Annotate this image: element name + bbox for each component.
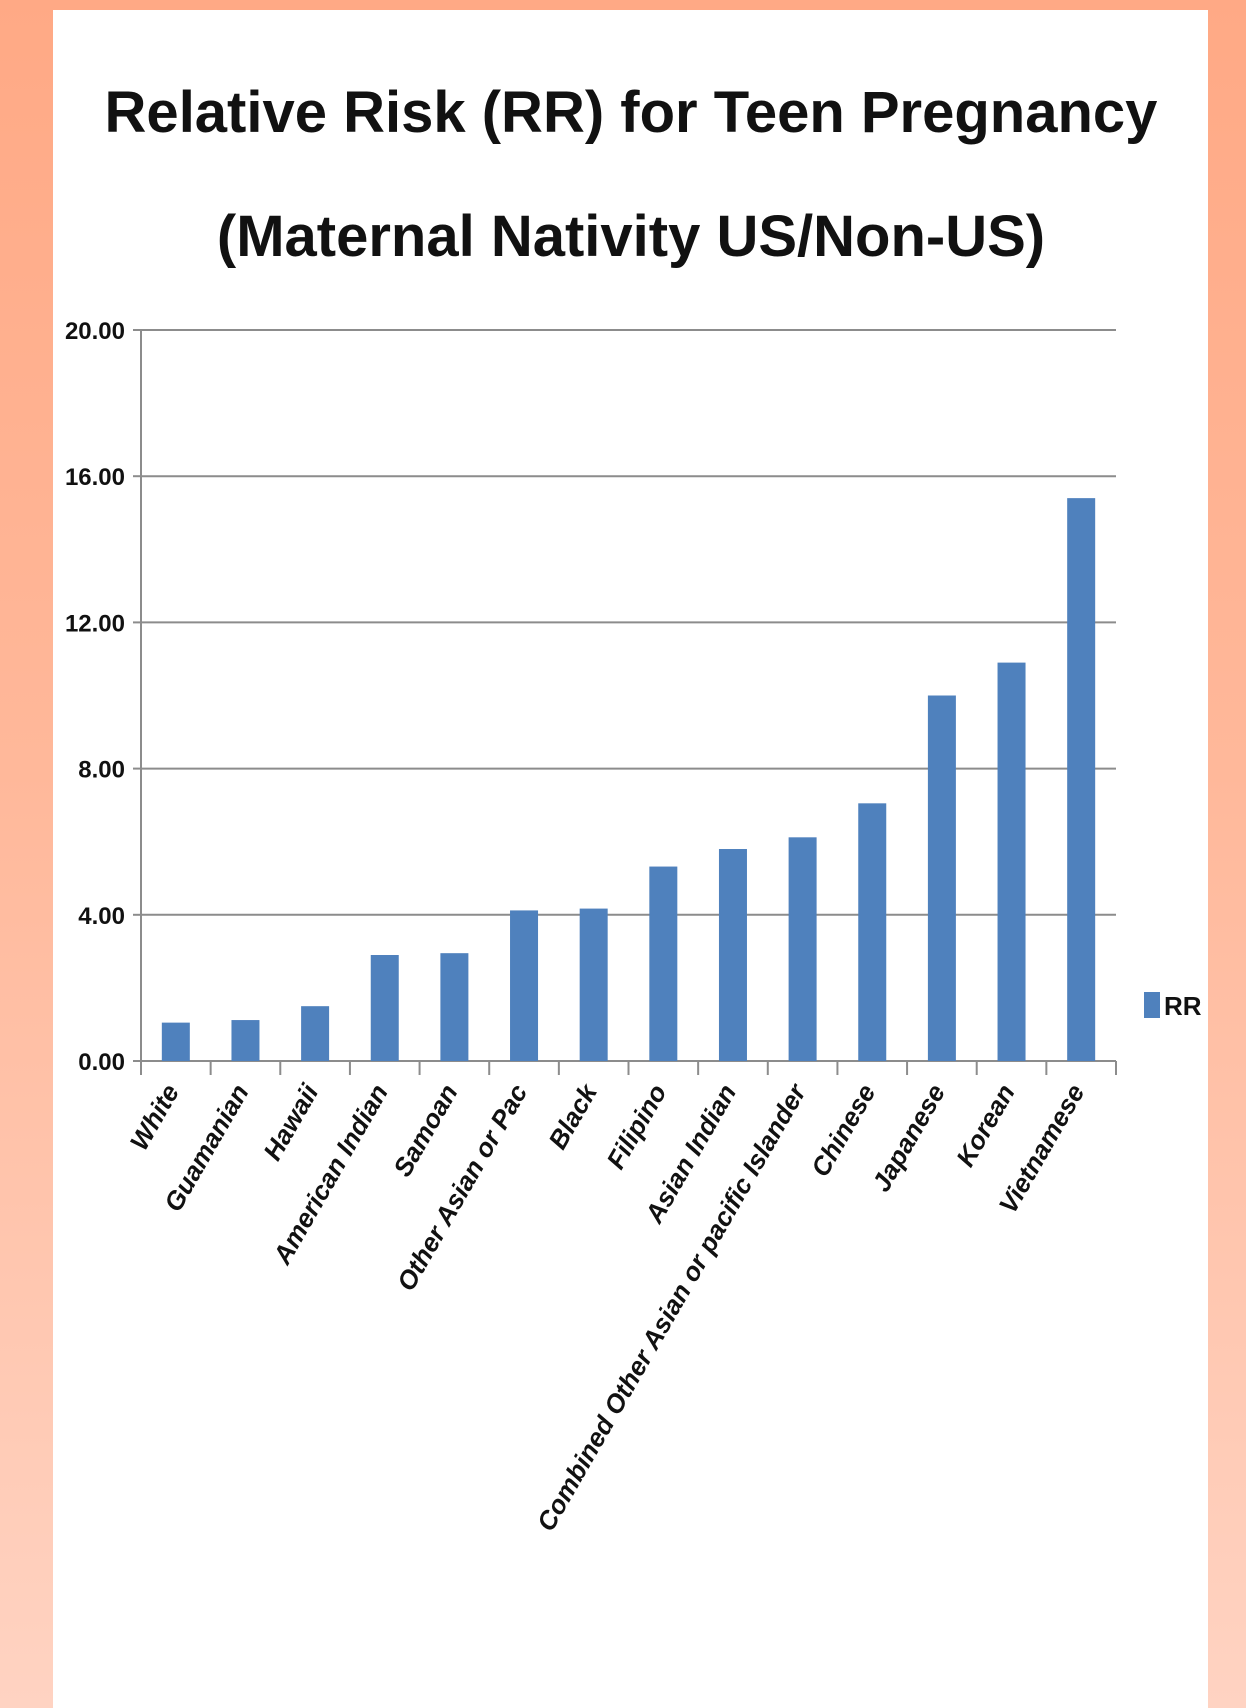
y-tick-label: 8.00 <box>78 757 125 784</box>
y-tick-labels: 0.00 4.00 8.00 12.00 16.00 20.00 <box>65 318 125 1076</box>
bar-chart: Relative Risk (RR) for Teen Pregnancy (M… <box>65 80 1202 1536</box>
x-tick-label: Filipino <box>600 1079 672 1174</box>
x-tick-label: Hawaii <box>257 1078 325 1165</box>
y-tick-label: 12.00 <box>65 610 125 637</box>
y-tick-label: 0.00 <box>78 1049 125 1076</box>
bar <box>510 910 539 1061</box>
chart-title-line-1: Relative Risk (RR) for Teen Pregnancy <box>105 80 1158 145</box>
x-tick-label: Samoan <box>387 1079 464 1182</box>
axes <box>140 330 1117 1075</box>
chart-panel: Relative Risk (RR) for Teen Pregnancy (M… <box>53 10 1208 1708</box>
bar <box>788 837 817 1061</box>
bar <box>1067 498 1096 1061</box>
bar <box>858 803 887 1061</box>
legend: RR <box>1144 991 1202 1021</box>
y-tick-label: 16.00 <box>65 464 125 491</box>
legend-swatch <box>1144 992 1160 1018</box>
bar <box>927 695 956 1061</box>
bar <box>579 908 608 1061</box>
bar <box>231 1020 260 1061</box>
bar <box>997 662 1026 1061</box>
x-tick-label: Korean <box>950 1079 1021 1172</box>
bars <box>161 498 1096 1061</box>
bar <box>161 1022 190 1061</box>
y-tick-label: 20.00 <box>65 318 125 345</box>
x-tick-label: Black <box>542 1078 603 1154</box>
bar <box>440 953 469 1061</box>
bar <box>301 1006 330 1061</box>
legend-label: RR <box>1164 991 1202 1021</box>
x-tick-label: White <box>124 1079 185 1155</box>
y-tick-label: 4.00 <box>78 903 125 930</box>
x-tick-label: Combined Other Asian or pacific Islander <box>531 1077 813 1536</box>
bar <box>649 866 678 1061</box>
x-tick-label: Other Asian or Pac <box>391 1079 534 1296</box>
gridlines <box>133 329 1116 1062</box>
chart-title-line-2: (Maternal Nativity US/Non-US) <box>217 204 1045 269</box>
x-tick-label: Chinese <box>805 1079 882 1182</box>
bar <box>718 849 747 1061</box>
bar <box>370 955 399 1061</box>
